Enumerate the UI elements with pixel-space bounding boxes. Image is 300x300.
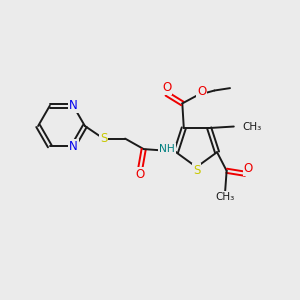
Text: O: O	[162, 81, 171, 94]
Text: N: N	[69, 99, 78, 112]
Text: O: O	[197, 85, 206, 98]
Text: S: S	[193, 164, 200, 177]
Text: O: O	[244, 162, 253, 175]
Text: S: S	[100, 132, 107, 145]
Text: NH: NH	[159, 144, 175, 154]
Text: CH₃: CH₃	[242, 122, 261, 131]
Text: O: O	[136, 168, 145, 182]
Text: CH₃: CH₃	[215, 192, 235, 202]
Text: N: N	[69, 140, 78, 153]
